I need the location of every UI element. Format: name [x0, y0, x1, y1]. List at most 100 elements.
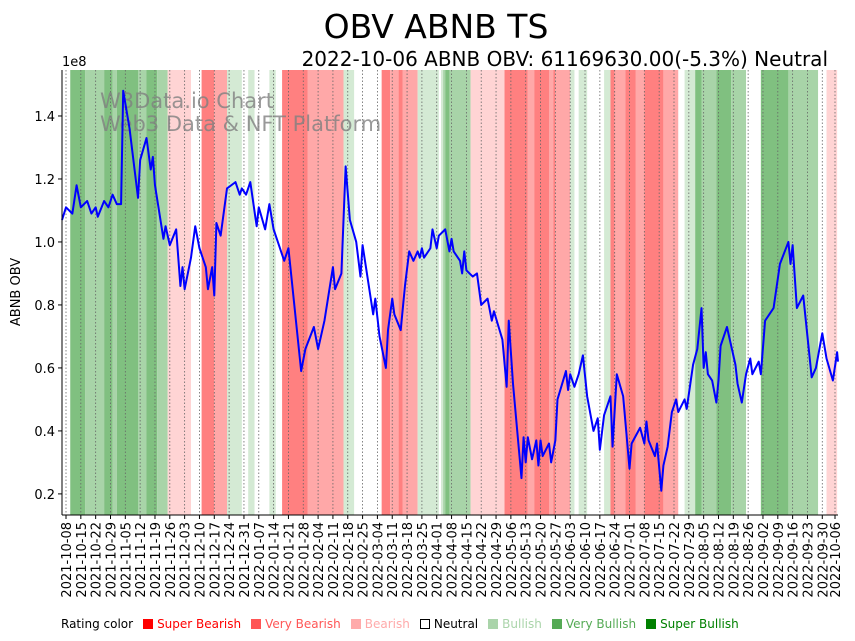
rating-band — [443, 70, 446, 515]
x-tick-label: 2022-04-01 — [431, 522, 446, 598]
x-tick-label: 2021-12-10 — [193, 522, 208, 598]
x-tick-label: 2022-03-25 — [416, 522, 431, 598]
x-tick-label: 2022-04-15 — [460, 522, 475, 598]
rating-band — [614, 70, 626, 515]
x-tick-label: 2022-06-17 — [594, 522, 609, 598]
x-tick-label: 2021-10-08 — [60, 522, 75, 598]
y-tick-label: 0.2 — [34, 488, 55, 503]
rating-band — [553, 70, 556, 515]
x-tick-label: 2022-04-29 — [490, 522, 505, 598]
x-tick-label: 2021-11-12 — [134, 522, 149, 598]
rating-band — [112, 70, 117, 515]
legend-label: Very Bullish — [565, 617, 637, 631]
x-tick-label: 2022-07-01 — [624, 522, 639, 598]
x-tick-label: 2022-09-30 — [816, 522, 831, 598]
chart-title: OBV ABNB TS — [324, 7, 549, 46]
x-tick-label: 2022-01-21 — [282, 522, 297, 598]
x-tick-label: 2022-08-19 — [727, 522, 742, 598]
x-tick-label: 2022-07-22 — [668, 522, 683, 598]
rating-band — [104, 70, 113, 515]
rating-band — [701, 70, 717, 515]
x-tick-label: 2021-12-24 — [223, 522, 238, 598]
x-tick-label: 2022-09-02 — [757, 522, 772, 598]
rating-band — [716, 70, 732, 515]
rating-band — [760, 70, 789, 515]
x-tick-label: 2021-10-22 — [90, 522, 105, 598]
rating-band — [138, 70, 147, 515]
x-tick-label: 2021-11-26 — [164, 522, 179, 598]
rating-band — [445, 70, 450, 515]
x-tick-label: 2022-08-05 — [698, 522, 713, 598]
rating-band — [146, 70, 158, 515]
legend-swatch — [551, 619, 562, 629]
rating-band — [470, 70, 505, 515]
rating-band — [604, 70, 611, 515]
rating-band — [527, 70, 535, 515]
x-tick-label: 2022-07-29 — [683, 522, 698, 598]
x-tick-label: 2022-10-06 — [829, 522, 844, 598]
x-tick-label: 2022-04-22 — [475, 522, 490, 598]
legend-label: Neutral — [433, 617, 479, 631]
x-tick-label: 2022-02-25 — [357, 522, 372, 598]
legend-label: Bearish — [364, 617, 410, 631]
legend-swatch — [646, 619, 657, 629]
rating-band — [610, 70, 615, 515]
y-tick-label: 0.8 — [34, 299, 55, 314]
rating-band — [788, 70, 819, 515]
legend-title: Rating color — [61, 617, 134, 631]
legend-label: Very Bearish — [265, 617, 341, 631]
x-tick-label: 2022-08-12 — [712, 522, 727, 598]
rating-band — [381, 70, 391, 515]
rating-band — [549, 70, 554, 515]
rating-legend: Rating color Super Bearish Very Bearish Be… — [61, 617, 739, 631]
rating-band — [269, 70, 276, 515]
x-tick-label: 2021-10-15 — [75, 522, 90, 598]
x-tick-label: 2022-03-18 — [401, 522, 416, 598]
rating-band — [417, 70, 439, 515]
x-tick-label: 2022-01-07 — [253, 522, 268, 598]
obv-line — [61, 89, 839, 492]
x-tick-label: 2022-03-11 — [386, 522, 401, 598]
x-tick-label: 2021-12-31 — [238, 522, 253, 598]
legend-swatch — [251, 619, 262, 629]
legend-label: Super Bullish — [660, 617, 739, 631]
rating-band — [625, 70, 636, 515]
legend-swatch — [143, 619, 154, 629]
rating-band — [116, 70, 139, 515]
x-tick-label: 2022-02-18 — [342, 522, 357, 598]
x-tick-label: 2022-06-03 — [564, 522, 579, 598]
y-tick-label: 0.6 — [34, 362, 55, 377]
y-tick-label: 1.0 — [34, 236, 55, 251]
rating-band — [402, 70, 418, 515]
legend-swatch — [488, 619, 499, 629]
x-tick-label: 2021-11-05 — [119, 522, 134, 598]
rating-band — [440, 70, 444, 515]
x-tick-label: 2022-01-28 — [297, 522, 312, 598]
x-tick-label: 2022-07-08 — [638, 522, 653, 598]
x-tick-label: 2022-06-24 — [609, 522, 624, 598]
watermark-line-2: Web3 Data & NFT Platform — [100, 112, 381, 136]
legend-swatch — [350, 619, 361, 629]
rating-band — [85, 70, 105, 515]
rating-band — [214, 70, 228, 515]
rating-band — [282, 70, 308, 515]
x-tick-label: 2021-11-19 — [149, 522, 164, 598]
rating-band — [157, 70, 168, 515]
rating-band — [201, 70, 215, 515]
rating-band — [663, 70, 679, 515]
x-tick-label: 2022-09-09 — [772, 522, 787, 598]
x-tick-label: 2021-12-17 — [208, 522, 223, 598]
rating-band — [555, 70, 571, 515]
y-tick-label: 0.4 — [34, 425, 55, 440]
y-tick-label: 1.4 — [34, 110, 55, 125]
x-tick-label: 2022-05-13 — [520, 522, 535, 598]
rating-band — [70, 70, 86, 515]
chart-subtitle: 2022-10-06 ABNB OBV: 61169630.00(-5.3%) … — [302, 47, 828, 71]
legend-label: Super Bearish — [157, 617, 242, 631]
x-tick-label: 2022-05-06 — [505, 522, 520, 598]
x-tick-label: 2022-07-15 — [653, 522, 668, 598]
rating-band — [578, 70, 588, 515]
x-tick-label: 2022-03-04 — [371, 522, 386, 598]
